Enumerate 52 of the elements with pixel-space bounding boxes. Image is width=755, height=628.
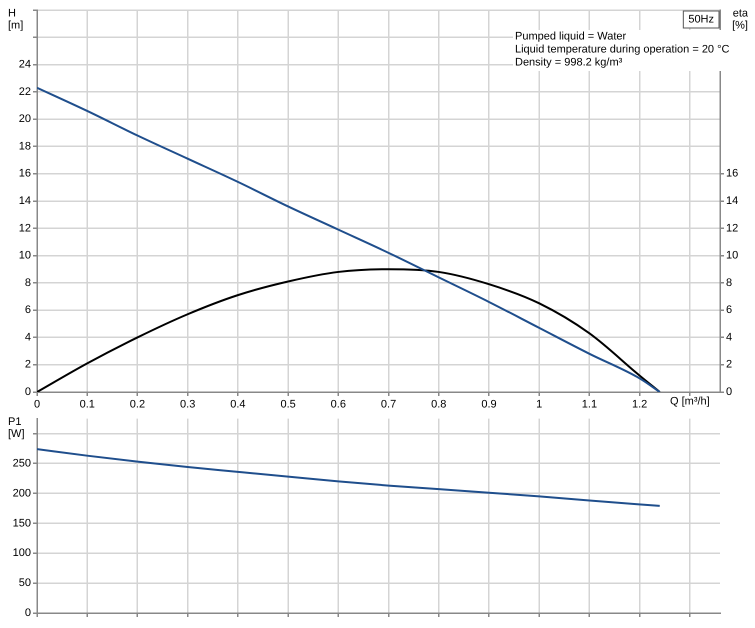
y-tick-label: 150 bbox=[12, 517, 31, 530]
x-tick-label: 0.6 bbox=[330, 398, 346, 411]
x-tick-label: 0.5 bbox=[280, 398, 296, 411]
line-series bbox=[37, 448, 661, 507]
y-axis-title: P1 [W] bbox=[8, 416, 24, 440]
annotation: Liquid temperature during operation = 20 °C bbox=[515, 44, 730, 56]
x-tick-label: 0.7 bbox=[380, 398, 396, 411]
y-tick-label: 22 bbox=[18, 86, 31, 98]
y-tick-label: 14 bbox=[18, 195, 31, 208]
y2-axis-title: eta [%] bbox=[732, 8, 749, 32]
y-tick-label: 0 bbox=[24, 386, 31, 398]
y2-tick-label: 16 bbox=[726, 168, 738, 180]
line-series bbox=[37, 86, 661, 392]
x-tick-label: 1 bbox=[536, 398, 542, 411]
y-tick-label: 4 bbox=[24, 331, 31, 344]
y-tick-label: 0 bbox=[24, 607, 31, 620]
y-tick-label: 10 bbox=[18, 250, 31, 262]
y-axis-title: H [m] bbox=[8, 8, 24, 32]
y2-tick-label: 8 bbox=[726, 276, 732, 289]
y-tick-label: 16 bbox=[18, 168, 31, 180]
line-series bbox=[37, 268, 661, 392]
y-tick-label: 18 bbox=[18, 140, 31, 152]
annotation: 50Hz bbox=[688, 14, 714, 26]
y2-tick-label: 12 bbox=[726, 222, 738, 234]
x-tick-label: 0.9 bbox=[481, 398, 497, 411]
annotation: Pumped liquid = Water bbox=[515, 30, 627, 43]
y-tick-label: 12 bbox=[18, 222, 31, 234]
annotation: Density = 998.2 kg/m³ bbox=[515, 56, 623, 69]
y2-tick-label: 2 bbox=[726, 358, 732, 371]
x-tick-label: 0.1 bbox=[80, 398, 95, 411]
y-tick-label: 8 bbox=[24, 276, 31, 289]
y-tick-label: 2 bbox=[24, 358, 31, 371]
y2-tick-label: 4 bbox=[726, 331, 732, 344]
y-tick-label: 250 bbox=[12, 457, 31, 470]
y-tick-label: 100 bbox=[12, 547, 31, 560]
y-tick-label: 20 bbox=[18, 113, 31, 126]
y2-tick-label: 10 bbox=[726, 250, 738, 262]
x-tick-label: 0.3 bbox=[180, 398, 196, 411]
y-tick-label: 24 bbox=[18, 58, 31, 71]
x-tick-label: 0.4 bbox=[230, 398, 246, 411]
y-tick-label: 200 bbox=[12, 487, 31, 500]
y2-tick-label: 6 bbox=[726, 304, 732, 316]
x-tick-label: 0.8 bbox=[431, 398, 446, 411]
x-tick-label: 0 bbox=[34, 398, 40, 411]
y-tick-label: 6 bbox=[24, 304, 31, 316]
x-tick-label: 1.1 bbox=[582, 398, 598, 411]
y-tick-label: 50 bbox=[18, 577, 31, 590]
y2-tick-label: 0 bbox=[726, 386, 732, 398]
y2-tick-label: 14 bbox=[726, 195, 738, 208]
x-tick-label: 0.2 bbox=[130, 398, 146, 411]
x-axis-title: Q [m³/h] bbox=[670, 396, 710, 408]
x-tick-label: 1.2 bbox=[632, 398, 648, 411]
